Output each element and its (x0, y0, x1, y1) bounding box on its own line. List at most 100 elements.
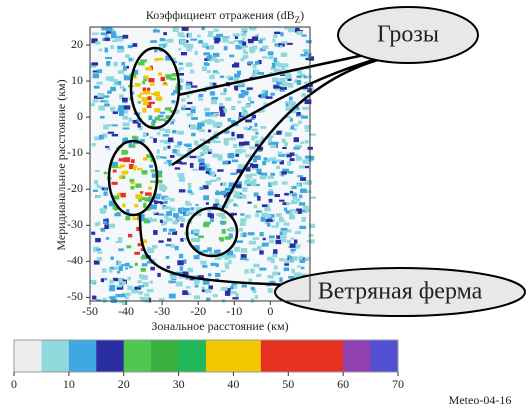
radar-echo (238, 141, 246, 146)
radar-echo (221, 229, 226, 234)
radar-echo (164, 128, 171, 134)
radar-echo (305, 180, 313, 185)
radar-echo (170, 273, 177, 276)
radar-echo (288, 171, 294, 174)
radar-echo (251, 36, 258, 41)
radar-echo (173, 89, 179, 94)
radar-echo (213, 203, 219, 207)
radar-echo (302, 49, 310, 52)
radar-echo (272, 38, 276, 43)
radar-echo (194, 140, 199, 146)
radar-echo (222, 182, 227, 187)
radar-echo (120, 192, 126, 198)
radar-echo (241, 91, 249, 96)
radar-echo (279, 231, 285, 236)
radar-echo (210, 99, 218, 105)
radar-echo (266, 135, 274, 138)
radar-echo (112, 161, 119, 166)
radar-echo (204, 288, 212, 293)
radar-echo (294, 244, 301, 248)
radar-echo (253, 204, 258, 209)
radar-echo (231, 131, 235, 137)
radar-echo (98, 48, 103, 52)
radar-echo (283, 267, 290, 272)
radar-echo (275, 42, 281, 48)
radar-echo (112, 277, 119, 282)
radar-echo (255, 213, 260, 218)
radar-echo (303, 181, 308, 185)
radar-echo (140, 298, 146, 302)
radar-echo (137, 280, 142, 284)
radar-echo (295, 156, 302, 161)
radar-echo (122, 127, 130, 130)
radar-echo (259, 93, 266, 99)
radar-echo (207, 247, 212, 252)
radar-echo (127, 285, 133, 291)
radar-echo (93, 246, 100, 252)
radar-echo (289, 209, 297, 212)
radar-echo (118, 278, 123, 283)
radar-echo (198, 128, 205, 133)
radar-echo (267, 191, 274, 196)
y-tick-label: -50 (67, 289, 83, 303)
radar-echo (93, 85, 100, 89)
radar-echo (201, 120, 207, 123)
radar-echo (233, 203, 237, 207)
radar-echo (131, 288, 139, 294)
colorbar-swatch (41, 340, 70, 372)
radar-echo (214, 140, 221, 144)
radar-echo (290, 248, 296, 252)
radar-echo (243, 126, 248, 130)
radar-echo (252, 64, 257, 69)
radar-echo (122, 122, 130, 127)
radar-echo (157, 114, 164, 118)
radar-echo (203, 107, 210, 112)
radar-echo (225, 201, 229, 205)
radar-echo (220, 190, 226, 196)
radar-echo (149, 136, 154, 139)
radar-echo (201, 42, 209, 48)
radar-echo (195, 155, 202, 158)
radar-echo (117, 108, 124, 112)
radar-echo (104, 99, 109, 105)
radar-echo (233, 77, 239, 82)
radar-echo (253, 158, 257, 163)
radar-echo (280, 32, 284, 37)
radar-echo (170, 275, 177, 280)
radar-echo (300, 141, 305, 144)
radar-echo (201, 27, 205, 31)
radar-echo (273, 85, 280, 89)
radar-echo (118, 158, 124, 162)
radar-echo (204, 62, 210, 66)
radar-echo (278, 153, 286, 157)
radar-echo (284, 258, 290, 264)
radar-echo (117, 70, 125, 74)
radar-echo (167, 137, 174, 143)
radar-echo (231, 212, 237, 216)
radar-echo (255, 131, 259, 135)
radar-echo (295, 153, 299, 157)
radar-echo (214, 198, 220, 204)
radar-echo (272, 141, 279, 145)
radar-echo (255, 210, 262, 213)
radar-echo (99, 115, 105, 119)
radar-echo (144, 293, 150, 297)
radar-echo (131, 135, 137, 139)
radar-echo (167, 38, 174, 43)
radar-echo (266, 256, 273, 261)
radar-echo (128, 117, 132, 122)
radar-echo (296, 75, 302, 79)
radar-echo (122, 115, 128, 120)
radar-echo (290, 250, 295, 254)
radar-echo (261, 204, 268, 208)
radar-echo (154, 200, 158, 205)
title-subscript: Z (295, 15, 301, 25)
annotation: Ветряная ферма (318, 279, 483, 305)
radar-echo (204, 163, 210, 168)
colorbar-tick-label: 60 (337, 377, 349, 391)
colorbar-tick-label: 70 (392, 377, 404, 391)
radar-echo (272, 271, 279, 276)
radar-echo (279, 78, 286, 83)
radar-echo (96, 184, 100, 188)
radar-echo (270, 92, 275, 96)
